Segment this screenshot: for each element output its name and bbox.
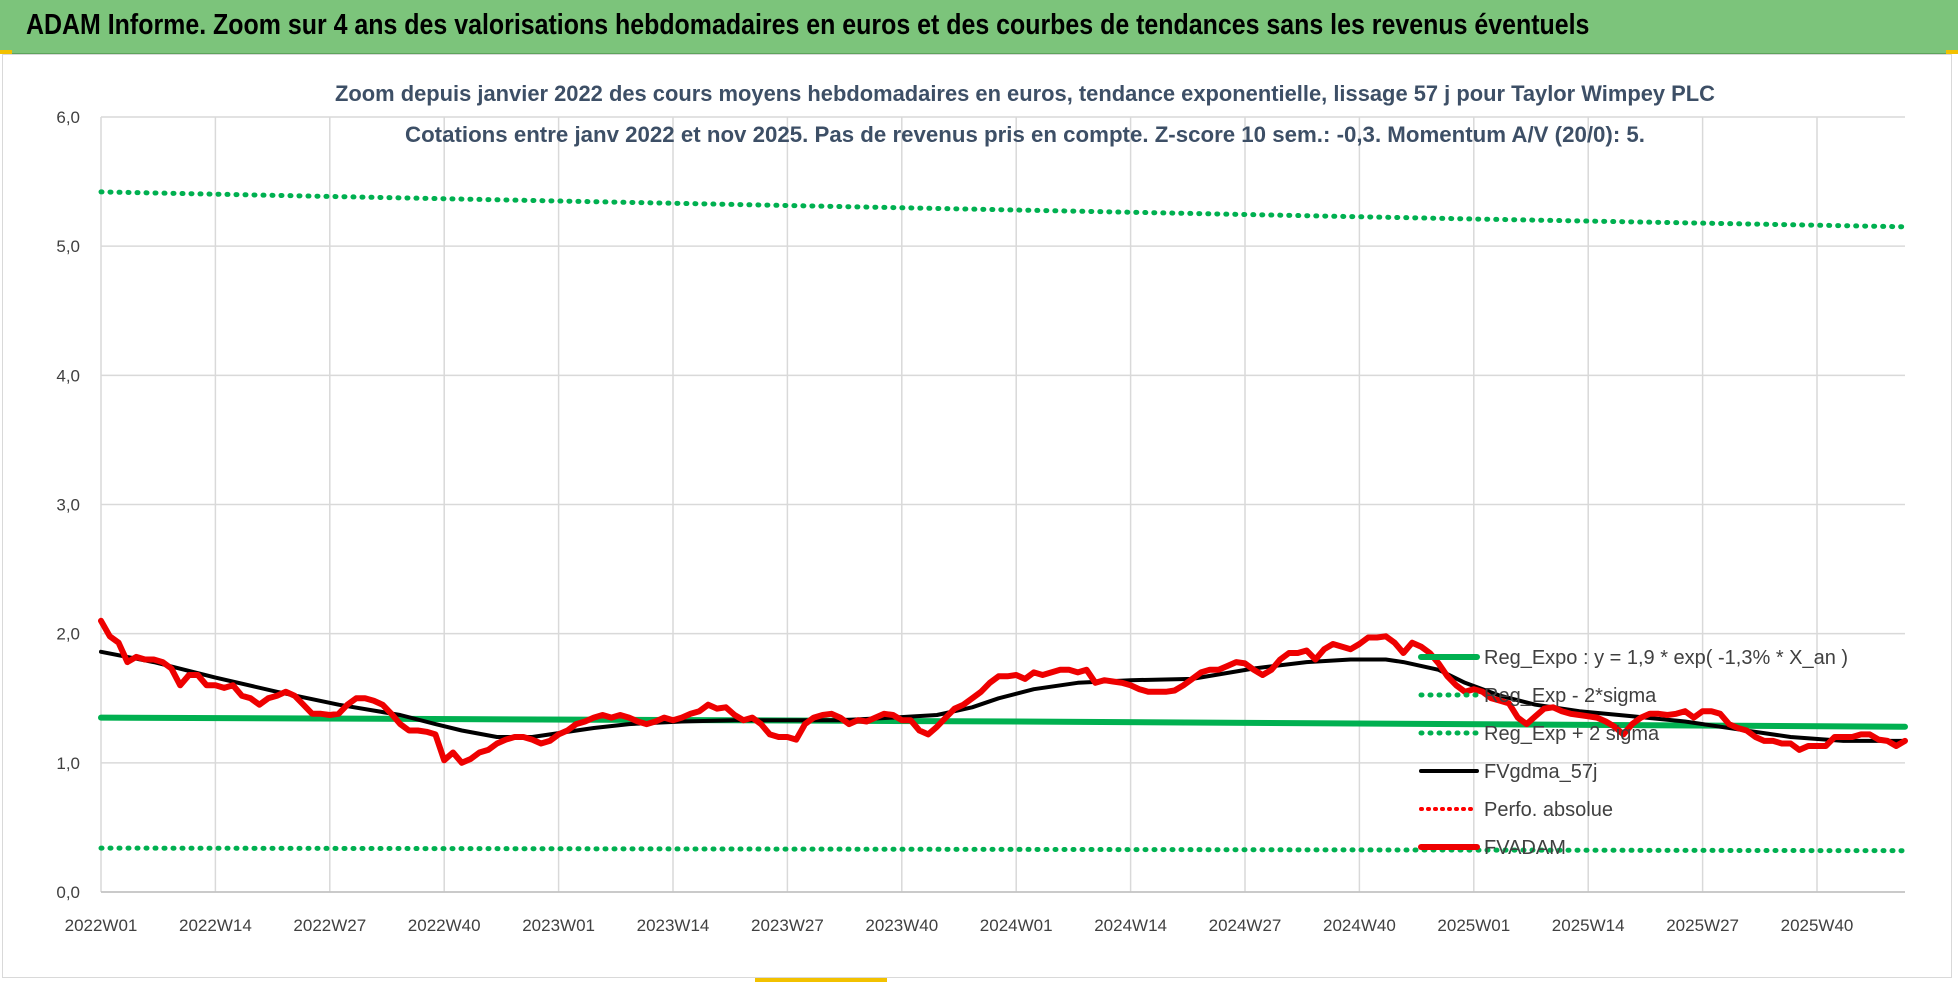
x-tick-label: 2025W40	[1781, 916, 1854, 935]
y-tick-label: 5,0	[56, 237, 80, 256]
legend: Reg_Expo : y = 1,9 * exp( -1,3% * X_an )…	[1418, 647, 1848, 859]
y-tick-label: 3,0	[56, 496, 80, 515]
chart-title-line-1: Zoom depuis janvier 2022 des cours moyen…	[335, 81, 1715, 106]
x-tick-label: 2022W27	[293, 916, 366, 935]
y-tick-label: 4,0	[56, 366, 80, 385]
chart-title: Zoom depuis janvier 2022 des cours moyen…	[335, 81, 1715, 147]
x-tick-label: 2024W14	[1094, 916, 1167, 935]
y-tick-label: 0,0	[56, 883, 80, 902]
legend-label-fvgdma: FVgdma_57j	[1484, 761, 1597, 783]
bottom-marker	[755, 978, 887, 982]
x-tick-label: 2024W40	[1323, 916, 1396, 935]
x-tick-label: 2022W14	[179, 916, 252, 935]
x-tick-label: 2023W14	[637, 916, 710, 935]
chart-frame	[2, 54, 1952, 978]
series-line-reg_minus	[98, 845, 1908, 854]
top-right-marker	[1946, 50, 1958, 54]
x-tick-label: 2025W27	[1666, 916, 1739, 935]
legend-label-reg_minus: Reg_Exp - 2*sigma	[1484, 685, 1657, 707]
x-tick-label: 2023W01	[522, 916, 595, 935]
y-tick-label: 2,0	[56, 625, 80, 644]
top-left-marker	[0, 50, 12, 54]
legend-label-fvadam: FVADAM	[1484, 837, 1566, 859]
x-tick-label: 2022W40	[408, 916, 481, 935]
x-tick-label: 2024W01	[980, 916, 1053, 935]
x-tick-label: 2024W27	[1209, 916, 1282, 935]
legend-label-reg_plus: Reg_Exp + 2 sigma	[1484, 723, 1660, 745]
x-tick-label: 2025W01	[1437, 916, 1510, 935]
y-tick-label: 1,0	[56, 754, 80, 773]
y-tick-label: 6,0	[56, 108, 80, 127]
report-banner: ADAM Informe. Zoom sur 4 ans des valoris…	[0, 0, 1958, 54]
x-axis-ticks: 2022W01 2022W14 2022W27 2022W40 2023W01 2023W…	[65, 916, 1854, 935]
gridlines	[100, 116, 1905, 893]
y-axis-ticks: 0,0 1,0 2,0 3,0 4,0 5,0 6,0	[56, 108, 80, 902]
series-lines	[98, 189, 1908, 854]
series-line-fvadam	[98, 617, 1908, 766]
x-tick-label: 2022W01	[65, 916, 138, 935]
x-tick-label: 2023W40	[865, 916, 938, 935]
chart-title-line-2: Cotations entre janv 2022 et nov 2025. P…	[405, 122, 1645, 147]
x-tick-label: 2023W27	[751, 916, 824, 935]
legend-label-perf: Perfo. absolue	[1484, 799, 1613, 821]
series-line-reg_plus	[98, 189, 1908, 230]
legend-label-reg_expo: Reg_Expo : y = 1,9 * exp( -1,3% * X_an )	[1484, 647, 1848, 669]
report-title: ADAM Informe. Zoom sur 4 ans des valoris…	[26, 9, 1590, 41]
x-tick-label: 2025W14	[1552, 916, 1625, 935]
